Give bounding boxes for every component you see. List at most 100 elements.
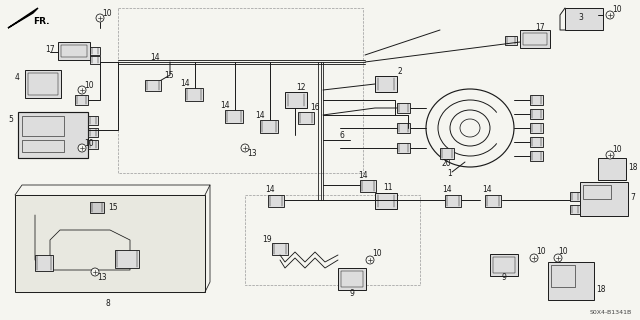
Text: 10: 10	[612, 146, 621, 155]
Bar	[260, 120, 278, 133]
Bar	[523, 33, 547, 45]
Bar	[397, 123, 410, 133]
Bar	[245, 195, 420, 285]
Bar	[115, 250, 139, 268]
Text: 6: 6	[340, 132, 345, 140]
Bar	[90, 47, 100, 55]
Bar	[35, 255, 53, 271]
Bar	[530, 151, 543, 161]
Text: 16: 16	[310, 103, 319, 113]
Text: 14: 14	[180, 78, 190, 87]
Bar	[530, 137, 543, 147]
Circle shape	[78, 86, 86, 94]
Bar	[548, 262, 594, 300]
Bar	[551, 265, 575, 287]
Text: 15: 15	[108, 203, 118, 212]
Bar	[570, 192, 580, 201]
Circle shape	[96, 14, 104, 22]
Text: 10: 10	[372, 250, 381, 259]
Text: 9: 9	[502, 274, 506, 283]
Circle shape	[366, 256, 374, 264]
Bar	[397, 143, 410, 153]
Text: 14: 14	[482, 186, 492, 195]
Bar	[88, 116, 98, 125]
Polygon shape	[8, 8, 38, 28]
Bar	[285, 92, 307, 108]
Bar	[58, 42, 90, 60]
Text: 14: 14	[358, 171, 367, 180]
Bar	[485, 195, 501, 207]
Bar	[90, 202, 104, 213]
Bar	[22, 116, 64, 136]
Text: 10: 10	[102, 10, 111, 19]
Bar	[440, 148, 454, 159]
Bar	[530, 123, 543, 133]
Bar	[25, 70, 61, 98]
Text: 12: 12	[296, 84, 305, 92]
Bar	[118, 8, 363, 173]
Text: 20: 20	[442, 158, 452, 167]
Bar	[15, 195, 205, 292]
Circle shape	[78, 144, 86, 152]
Text: 7: 7	[630, 194, 635, 203]
Text: 18: 18	[596, 285, 605, 294]
Circle shape	[530, 254, 538, 262]
Text: 10: 10	[536, 247, 546, 257]
Bar	[520, 30, 550, 48]
Text: 17: 17	[45, 45, 54, 54]
Bar	[22, 140, 64, 152]
Text: 17: 17	[535, 23, 545, 33]
Text: 10: 10	[558, 247, 568, 257]
Bar	[272, 243, 288, 255]
Bar	[90, 56, 100, 64]
Text: 10: 10	[612, 5, 621, 14]
Text: 15: 15	[164, 71, 173, 81]
Bar	[225, 110, 243, 123]
Text: 2: 2	[398, 68, 403, 76]
Bar	[61, 45, 87, 57]
Text: 8: 8	[106, 299, 110, 308]
Bar	[580, 182, 628, 216]
Circle shape	[91, 268, 99, 276]
Bar	[570, 205, 580, 214]
Text: 18: 18	[628, 164, 637, 172]
Bar	[18, 112, 88, 158]
Bar	[565, 8, 603, 30]
Bar	[598, 158, 626, 180]
Bar	[360, 180, 376, 192]
Text: 10: 10	[84, 140, 93, 148]
Text: 1: 1	[447, 170, 452, 179]
Bar	[445, 195, 461, 207]
Text: FR.: FR.	[33, 18, 49, 27]
Text: 10: 10	[84, 82, 93, 91]
Bar	[88, 140, 98, 149]
Bar	[75, 95, 88, 105]
Bar	[375, 76, 397, 92]
Text: 5: 5	[8, 116, 13, 124]
Bar	[185, 88, 203, 101]
Bar	[530, 109, 543, 119]
Text: 14: 14	[220, 101, 230, 110]
Bar	[530, 95, 543, 105]
Bar	[145, 80, 161, 91]
Circle shape	[606, 151, 614, 159]
Bar	[505, 36, 517, 45]
Text: 9: 9	[349, 290, 355, 299]
Text: S0X4-B1341B: S0X4-B1341B	[590, 310, 632, 316]
Polygon shape	[15, 195, 205, 292]
Bar	[493, 257, 515, 273]
Bar	[341, 271, 363, 287]
Text: 14: 14	[150, 52, 160, 61]
Text: 13: 13	[247, 148, 257, 157]
Text: 14: 14	[442, 186, 452, 195]
Bar	[583, 185, 611, 199]
Bar	[338, 268, 366, 290]
Text: 14: 14	[255, 110, 265, 119]
Text: 14: 14	[265, 186, 275, 195]
Text: 4: 4	[15, 74, 20, 83]
Text: 13: 13	[97, 274, 107, 283]
Circle shape	[241, 144, 249, 152]
Text: 3: 3	[578, 13, 583, 22]
Circle shape	[606, 11, 614, 19]
Circle shape	[554, 254, 562, 262]
